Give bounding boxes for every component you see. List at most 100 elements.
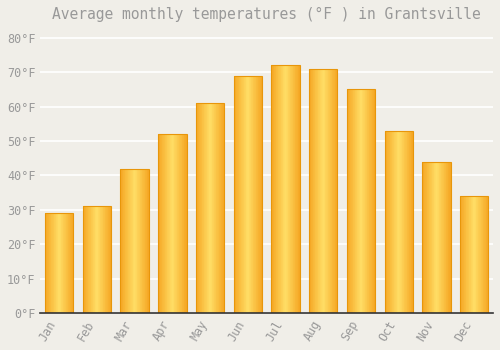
Bar — [254, 76, 255, 313]
Bar — [299, 65, 300, 313]
Bar — [52, 213, 53, 313]
Bar — [104, 206, 106, 313]
Bar — [59, 213, 60, 313]
Bar — [184, 134, 185, 313]
Bar — [386, 131, 388, 313]
Bar — [101, 206, 102, 313]
Bar — [137, 168, 138, 313]
Bar — [66, 213, 67, 313]
Bar — [158, 134, 186, 313]
Bar — [95, 206, 96, 313]
Bar — [319, 69, 320, 313]
Bar — [467, 196, 468, 313]
Bar — [437, 162, 438, 313]
Bar — [374, 89, 375, 313]
Bar — [357, 89, 358, 313]
Bar — [252, 76, 253, 313]
Bar — [436, 162, 437, 313]
Bar — [129, 168, 130, 313]
Bar — [400, 131, 401, 313]
Bar — [69, 213, 70, 313]
Bar — [328, 69, 329, 313]
Bar — [447, 162, 448, 313]
Bar — [215, 103, 216, 313]
Bar — [354, 89, 356, 313]
Bar — [256, 76, 257, 313]
Bar — [363, 89, 364, 313]
Bar — [460, 196, 462, 313]
Bar — [183, 134, 184, 313]
Bar — [404, 131, 405, 313]
Bar — [280, 65, 281, 313]
Bar — [479, 196, 480, 313]
Bar — [202, 103, 203, 313]
Bar — [50, 213, 51, 313]
Bar — [334, 69, 336, 313]
Bar — [171, 134, 172, 313]
Bar — [127, 168, 128, 313]
Bar — [291, 65, 292, 313]
Bar — [353, 89, 354, 313]
Bar — [321, 69, 322, 313]
Bar — [236, 76, 237, 313]
Bar — [410, 131, 411, 313]
Bar — [216, 103, 217, 313]
Bar — [255, 76, 256, 313]
Bar — [214, 103, 215, 313]
Bar — [143, 168, 144, 313]
Bar — [463, 196, 464, 313]
Bar — [259, 76, 260, 313]
Bar — [365, 89, 366, 313]
Bar — [360, 89, 361, 313]
Bar — [130, 168, 131, 313]
Bar — [168, 134, 169, 313]
Bar — [369, 89, 370, 313]
Bar — [250, 76, 252, 313]
Bar — [371, 89, 372, 313]
Bar — [201, 103, 202, 313]
Bar — [446, 162, 447, 313]
Bar — [71, 213, 72, 313]
Bar — [384, 131, 413, 313]
Bar — [277, 65, 278, 313]
Bar — [384, 131, 386, 313]
Bar — [327, 69, 328, 313]
Bar — [469, 196, 470, 313]
Bar — [253, 76, 254, 313]
Bar — [320, 69, 321, 313]
Bar — [173, 134, 174, 313]
Bar — [92, 206, 94, 313]
Bar — [432, 162, 433, 313]
Bar — [210, 103, 211, 313]
Bar — [212, 103, 213, 313]
Bar — [480, 196, 482, 313]
Bar — [428, 162, 430, 313]
Bar — [120, 168, 121, 313]
Bar — [240, 76, 242, 313]
Bar — [287, 65, 288, 313]
Bar — [402, 131, 403, 313]
Bar — [132, 168, 133, 313]
Bar — [159, 134, 160, 313]
Bar — [433, 162, 434, 313]
Bar — [272, 65, 299, 313]
Bar — [373, 89, 374, 313]
Bar — [141, 168, 142, 313]
Bar — [218, 103, 220, 313]
Bar — [389, 131, 390, 313]
Bar — [398, 131, 400, 313]
Bar — [426, 162, 428, 313]
Bar — [477, 196, 478, 313]
Bar — [55, 213, 56, 313]
Bar — [246, 76, 247, 313]
Bar — [88, 206, 89, 313]
Bar — [290, 65, 291, 313]
Bar — [65, 213, 66, 313]
Bar — [128, 168, 129, 313]
Bar — [312, 69, 314, 313]
Bar — [248, 76, 249, 313]
Bar — [317, 69, 318, 313]
Bar — [473, 196, 474, 313]
Bar — [196, 103, 224, 313]
Bar — [318, 69, 319, 313]
